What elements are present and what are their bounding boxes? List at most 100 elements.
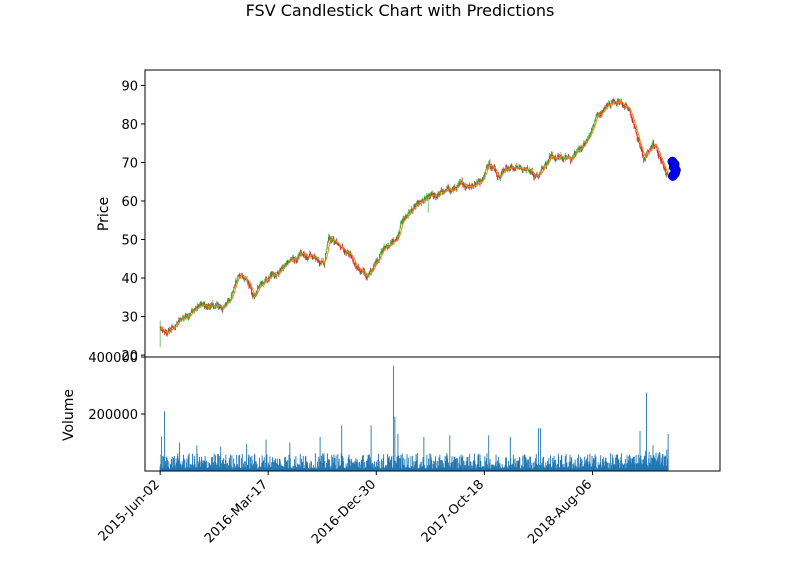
volume-bar xyxy=(358,461,360,471)
volume-bar xyxy=(451,456,453,471)
volume-bar xyxy=(608,463,610,471)
volume-bar xyxy=(433,463,435,471)
volume-bar xyxy=(509,436,511,471)
volume-bar xyxy=(628,456,630,471)
volume-bar xyxy=(535,454,537,471)
volume-bar xyxy=(266,454,268,471)
volume-bar xyxy=(354,460,356,471)
volume-bar xyxy=(362,455,364,471)
volume-bar xyxy=(464,465,466,471)
volume-bar xyxy=(317,466,319,471)
volume-bar xyxy=(440,459,442,471)
volume-bar xyxy=(225,454,227,471)
price-tick-label: 20 xyxy=(121,349,138,364)
volume-bar xyxy=(601,459,603,471)
volume-bar xyxy=(467,457,469,471)
volume-bar xyxy=(657,453,659,471)
volume-bar xyxy=(371,462,373,471)
volume-bar xyxy=(635,455,637,471)
volume-bar xyxy=(644,456,646,471)
volume-bar xyxy=(654,459,656,471)
volume-bar xyxy=(287,460,289,471)
volume-bar xyxy=(456,457,458,471)
volume-bar xyxy=(537,465,539,471)
volume-bar xyxy=(593,457,595,471)
volume-bar xyxy=(629,456,631,471)
volume-bar xyxy=(310,461,312,471)
volume-bar xyxy=(435,460,437,471)
volume-bar xyxy=(314,453,316,471)
volume-bar xyxy=(183,458,185,471)
volume-bar xyxy=(402,457,404,471)
volume-bar xyxy=(548,463,550,471)
volume-bar xyxy=(401,453,403,471)
volume-bar xyxy=(552,462,554,471)
volume-bar xyxy=(294,459,296,471)
volume-bar xyxy=(615,454,617,471)
volume-bar xyxy=(349,459,351,471)
price-tick-label: 60 xyxy=(121,195,138,210)
volume-bar xyxy=(495,454,497,471)
volume-bar xyxy=(555,459,557,471)
volume-bar xyxy=(580,459,582,471)
volume-bar xyxy=(295,456,297,471)
volume-bar xyxy=(458,456,460,471)
volume-bar xyxy=(508,464,510,471)
volume-bar xyxy=(173,456,175,471)
volume-bar xyxy=(298,464,300,471)
volume-bar xyxy=(220,446,222,471)
volume-bar xyxy=(634,463,636,471)
volume-bar xyxy=(563,463,565,471)
volume-bar xyxy=(309,463,311,471)
volume-bar xyxy=(413,461,415,471)
volume-bar xyxy=(391,455,393,471)
volume-bar xyxy=(637,454,639,471)
volume-bar xyxy=(447,458,449,471)
volume-bar xyxy=(468,465,470,471)
volume-bar xyxy=(457,462,459,471)
prediction-markers xyxy=(667,156,681,181)
volume-bar xyxy=(227,465,229,471)
volume-bar xyxy=(368,454,370,471)
volume-bar xyxy=(167,460,168,471)
volume-bar xyxy=(412,455,414,471)
volume-bar xyxy=(342,461,344,471)
volume-bar xyxy=(253,463,254,471)
volume-bars xyxy=(159,365,669,471)
volume-bar xyxy=(267,462,269,471)
volume-bar xyxy=(386,465,388,471)
volume-bar xyxy=(613,464,615,471)
volume-bar xyxy=(410,456,412,471)
volume-bar xyxy=(473,460,475,471)
volume-bar xyxy=(367,454,369,471)
price-axis-label: Price xyxy=(96,197,112,231)
volume-bar xyxy=(646,392,647,471)
volume-bar xyxy=(398,455,400,471)
volume-bar xyxy=(239,454,241,471)
volume-bar xyxy=(289,458,291,471)
volume-bar xyxy=(561,454,563,471)
volume-bar xyxy=(462,460,464,471)
volume-bar xyxy=(480,461,482,471)
volume-bar xyxy=(271,462,273,471)
volume-bar xyxy=(420,461,422,471)
volume-bar xyxy=(463,461,465,471)
volume-bar xyxy=(406,454,408,471)
volume-bar xyxy=(282,465,284,471)
volume-bar xyxy=(431,460,433,471)
volume-bar xyxy=(538,463,540,471)
volume-bar xyxy=(381,459,382,471)
volume-bar xyxy=(352,463,354,471)
volume-bar xyxy=(357,462,359,471)
volume-bar xyxy=(566,462,568,471)
volume-bar xyxy=(364,462,366,471)
chart-title: FSV Candlestick Chart with Predictions xyxy=(246,1,555,20)
volume-bar xyxy=(207,461,209,471)
volume-bar xyxy=(667,433,669,471)
volume-bar xyxy=(531,462,533,471)
volume-bar xyxy=(607,462,609,471)
volume-bar xyxy=(573,462,575,471)
volume-bar xyxy=(243,461,245,471)
volume-bar xyxy=(578,454,580,471)
